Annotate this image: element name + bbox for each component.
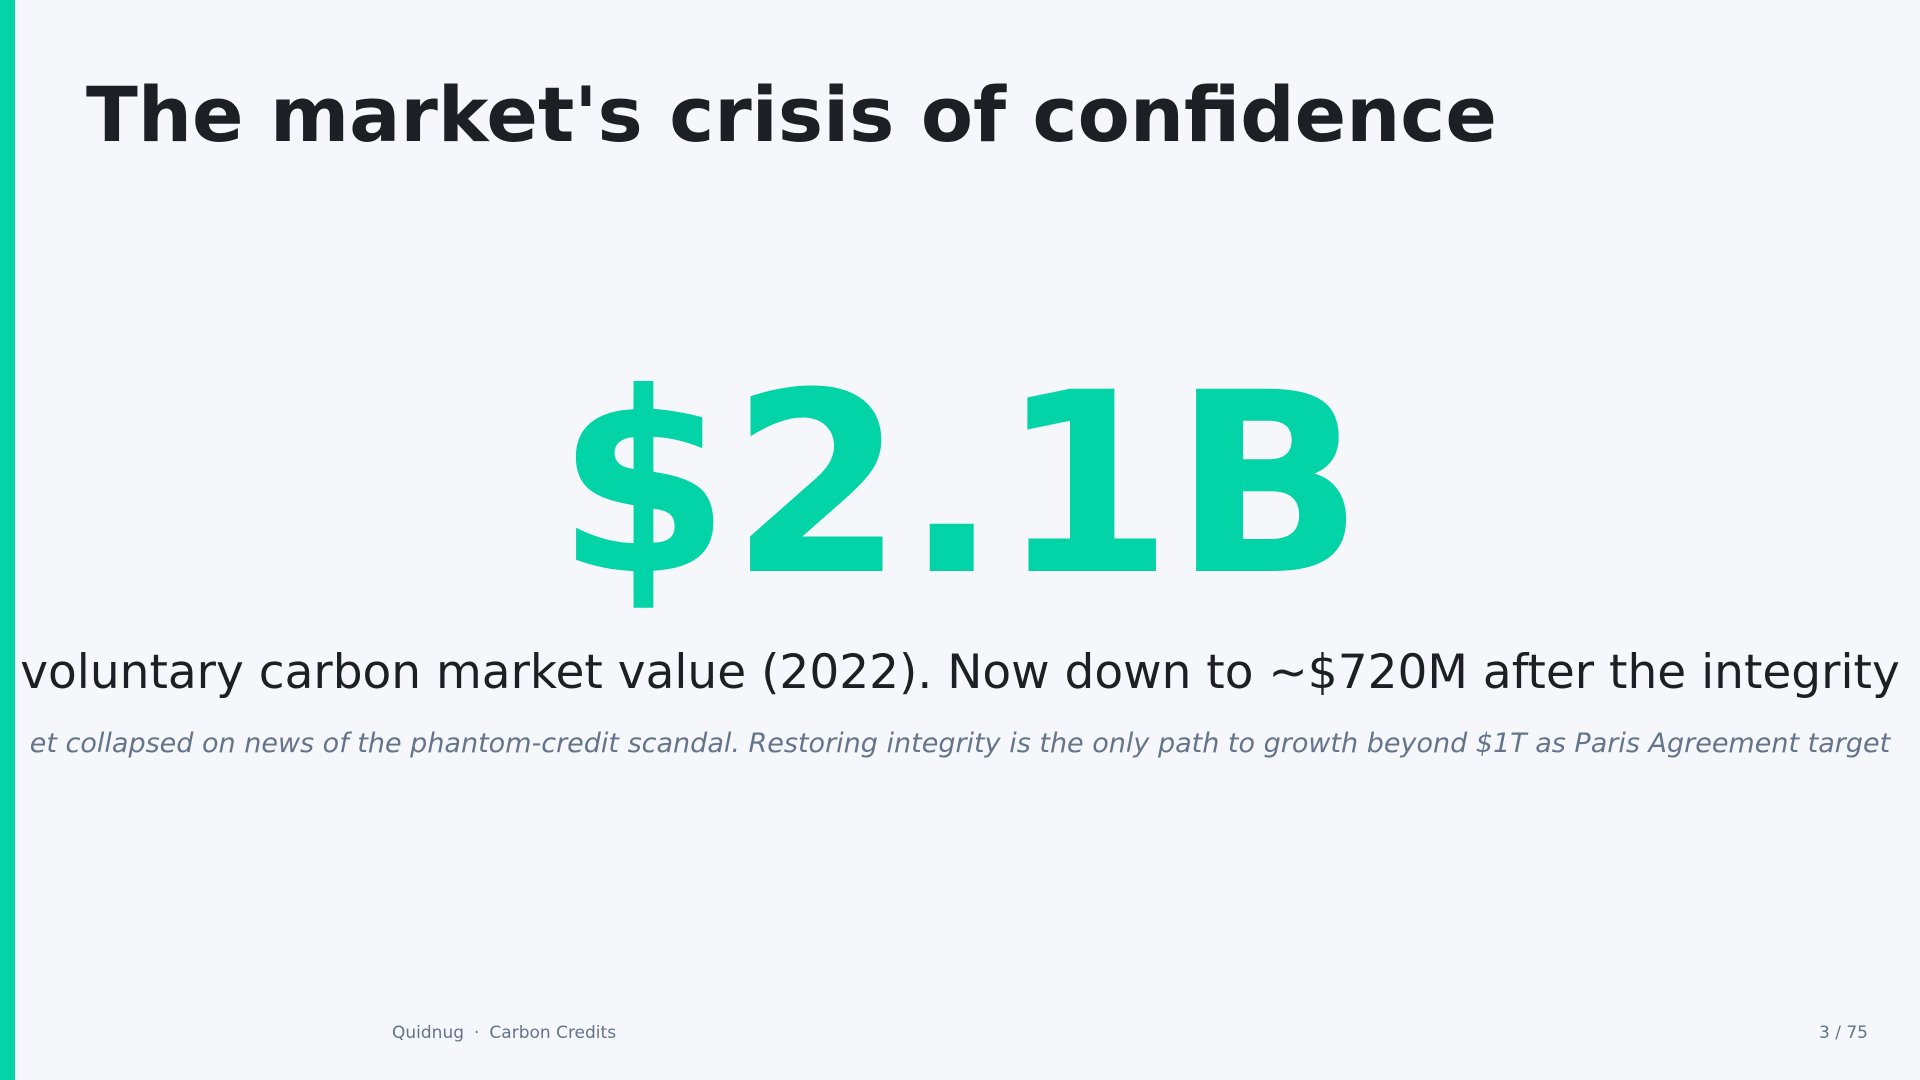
headline-stat: $2.1B [556, 339, 1364, 630]
footer-brand: Quidnug · Carbon Credits [392, 1023, 626, 1043]
section: Carbon Credits [489, 1023, 617, 1043]
accent-bar [0, 0, 15, 1080]
stat-caption: voluntary carbon market value (2022). No… [20, 645, 1900, 700]
page-number: 3 / 75 [1819, 1023, 1868, 1043]
slide-title: The market's crisis of confidence [86, 70, 1497, 159]
brand: Quidnug [392, 1023, 465, 1043]
separator: · [474, 1023, 480, 1043]
stat-note: et collapsed on news of the phantom-cred… [29, 728, 1891, 759]
